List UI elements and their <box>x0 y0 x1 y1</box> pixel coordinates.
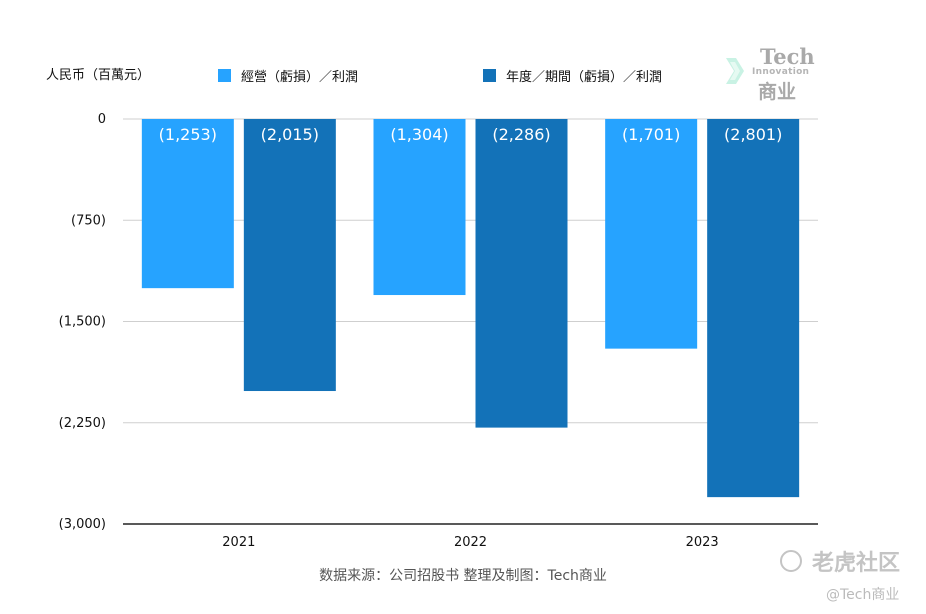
x-tick-label: 2023 <box>686 535 719 550</box>
y-tick-label: 0 <box>98 112 106 127</box>
watermark: 老虎社区 <box>780 545 900 577</box>
bar-operating-2022 <box>373 119 466 296</box>
y-unit-label: 人民币（百萬元） <box>46 68 151 83</box>
legend-label-operating: 經營（虧損）／利潤 <box>241 70 359 85</box>
data-label-operating-2022: (1,304) <box>390 125 448 144</box>
logo-text-shangye: 商业 <box>758 81 797 103</box>
bar-net-2022 <box>475 119 568 428</box>
data-label-net-2021: (2,015) <box>261 125 319 144</box>
logo-text-innovation: Innovation <box>752 67 810 77</box>
legend-swatch-operating <box>218 69 231 82</box>
data-label-net-2022: (2,286) <box>492 125 550 144</box>
data-label-operating-2023: (1,701) <box>622 125 680 144</box>
y-tick-label: (1,500) <box>59 315 106 330</box>
y-tick-label: (3,000) <box>59 517 106 532</box>
bar-net-2021 <box>243 119 336 392</box>
bar-net-2023 <box>707 119 800 498</box>
logo-arrow-icon <box>726 58 744 84</box>
legend-label-net: 年度／期間（虧損）／利潤 <box>506 70 663 85</box>
tech-innovation-logo: Tech Innovation 商业 <box>722 44 818 103</box>
bar-operating-2021 <box>141 119 234 289</box>
author-handle: @Tech商业 <box>826 587 900 603</box>
bar-operating-2023 <box>605 119 698 349</box>
watermark-text: 老虎社区 <box>812 551 901 576</box>
logo-text-tech: Tech <box>760 44 815 69</box>
legend-item-net: 年度／期間（虧損）／利潤 <box>483 66 662 85</box>
y-tick-label: (750) <box>71 213 106 228</box>
watermark-icon <box>780 550 802 572</box>
y-tick-label: (2,250) <box>59 416 106 431</box>
data-label-net-2023: (2,801) <box>724 125 782 144</box>
x-tick-label: 2022 <box>454 535 487 550</box>
x-tick-label: 2021 <box>222 535 255 550</box>
source-note: 数据来源：公司招股书 整理及制图：Tech商业 <box>319 568 607 584</box>
legend-swatch-net <box>483 69 496 82</box>
data-label-operating-2021: (1,253) <box>159 125 217 144</box>
legend-item-operating: 經營（虧損）／利潤 <box>218 66 358 85</box>
